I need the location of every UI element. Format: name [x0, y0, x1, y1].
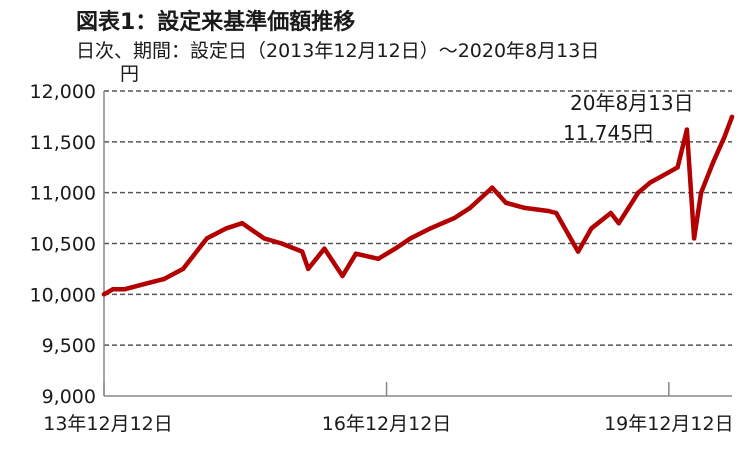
data-point [300, 249, 305, 254]
chart-subtitle: 日次、期間：設定日（2013年12月12日）～2020年8月13日 [76, 40, 600, 62]
data-point [589, 226, 594, 231]
y-axis-unit-label: 円 [120, 63, 139, 85]
data-point [675, 165, 680, 170]
data-point [376, 256, 381, 261]
y-tick-label: 10,000 [30, 284, 96, 306]
data-point [522, 205, 527, 211]
data-point [240, 221, 245, 226]
data-point [698, 190, 704, 195]
data-point [666, 170, 671, 175]
y-tick-label: 11,500 [30, 132, 96, 154]
data-point [322, 246, 327, 251]
data-point [616, 221, 621, 226]
x-tick-label: 19年12月12日 [604, 413, 734, 435]
axes [103, 91, 732, 397]
data-point [224, 226, 229, 231]
data-point [340, 273, 345, 279]
data-point [467, 205, 473, 211]
data-point [636, 190, 641, 195]
data-point [722, 134, 727, 139]
y-tick-label: 9,000 [42, 386, 96, 408]
data-point [546, 208, 551, 214]
y-tick-label: 11,000 [30, 183, 96, 205]
data-point [575, 249, 581, 254]
data-point [684, 127, 690, 132]
data-point [101, 292, 107, 297]
annotation-date: 20年8月13日 [570, 91, 694, 115]
chart-title: 図表1：設定来基準価額推移 [76, 10, 356, 35]
y-tick-label: 10,500 [30, 234, 96, 256]
tick-labels: 9,000 9,500 10,000 10,500 11,000 11,500 12,000… [30, 81, 734, 435]
data-point [353, 251, 359, 256]
data-point [691, 236, 697, 241]
data-point [306, 266, 311, 272]
data-point [608, 210, 613, 216]
data-point [122, 287, 127, 292]
data-point [503, 200, 509, 205]
data-point [428, 226, 433, 231]
data-point [490, 185, 495, 190]
data-point [261, 236, 267, 241]
x-tick-label: 13年12月12日 [43, 413, 173, 435]
annotation-value: 11,745円 [563, 121, 653, 145]
data-point [204, 236, 210, 241]
data-point [279, 241, 284, 246]
data-point [452, 215, 457, 221]
data-point [161, 276, 166, 282]
data-point [729, 114, 735, 120]
y-tick-label: 9,500 [42, 335, 96, 357]
grid-lines [104, 90, 732, 346]
data-point [393, 246, 398, 251]
series-layer [101, 114, 735, 297]
data-point [648, 180, 653, 185]
data-point [408, 236, 413, 241]
y-tick-label: 12,000 [30, 81, 96, 103]
data-point [711, 160, 716, 165]
data-point [554, 210, 559, 216]
x-tick-label: 16年12月12日 [322, 413, 452, 435]
data-point [141, 282, 146, 287]
data-point [110, 287, 116, 292]
data-point [180, 266, 186, 272]
